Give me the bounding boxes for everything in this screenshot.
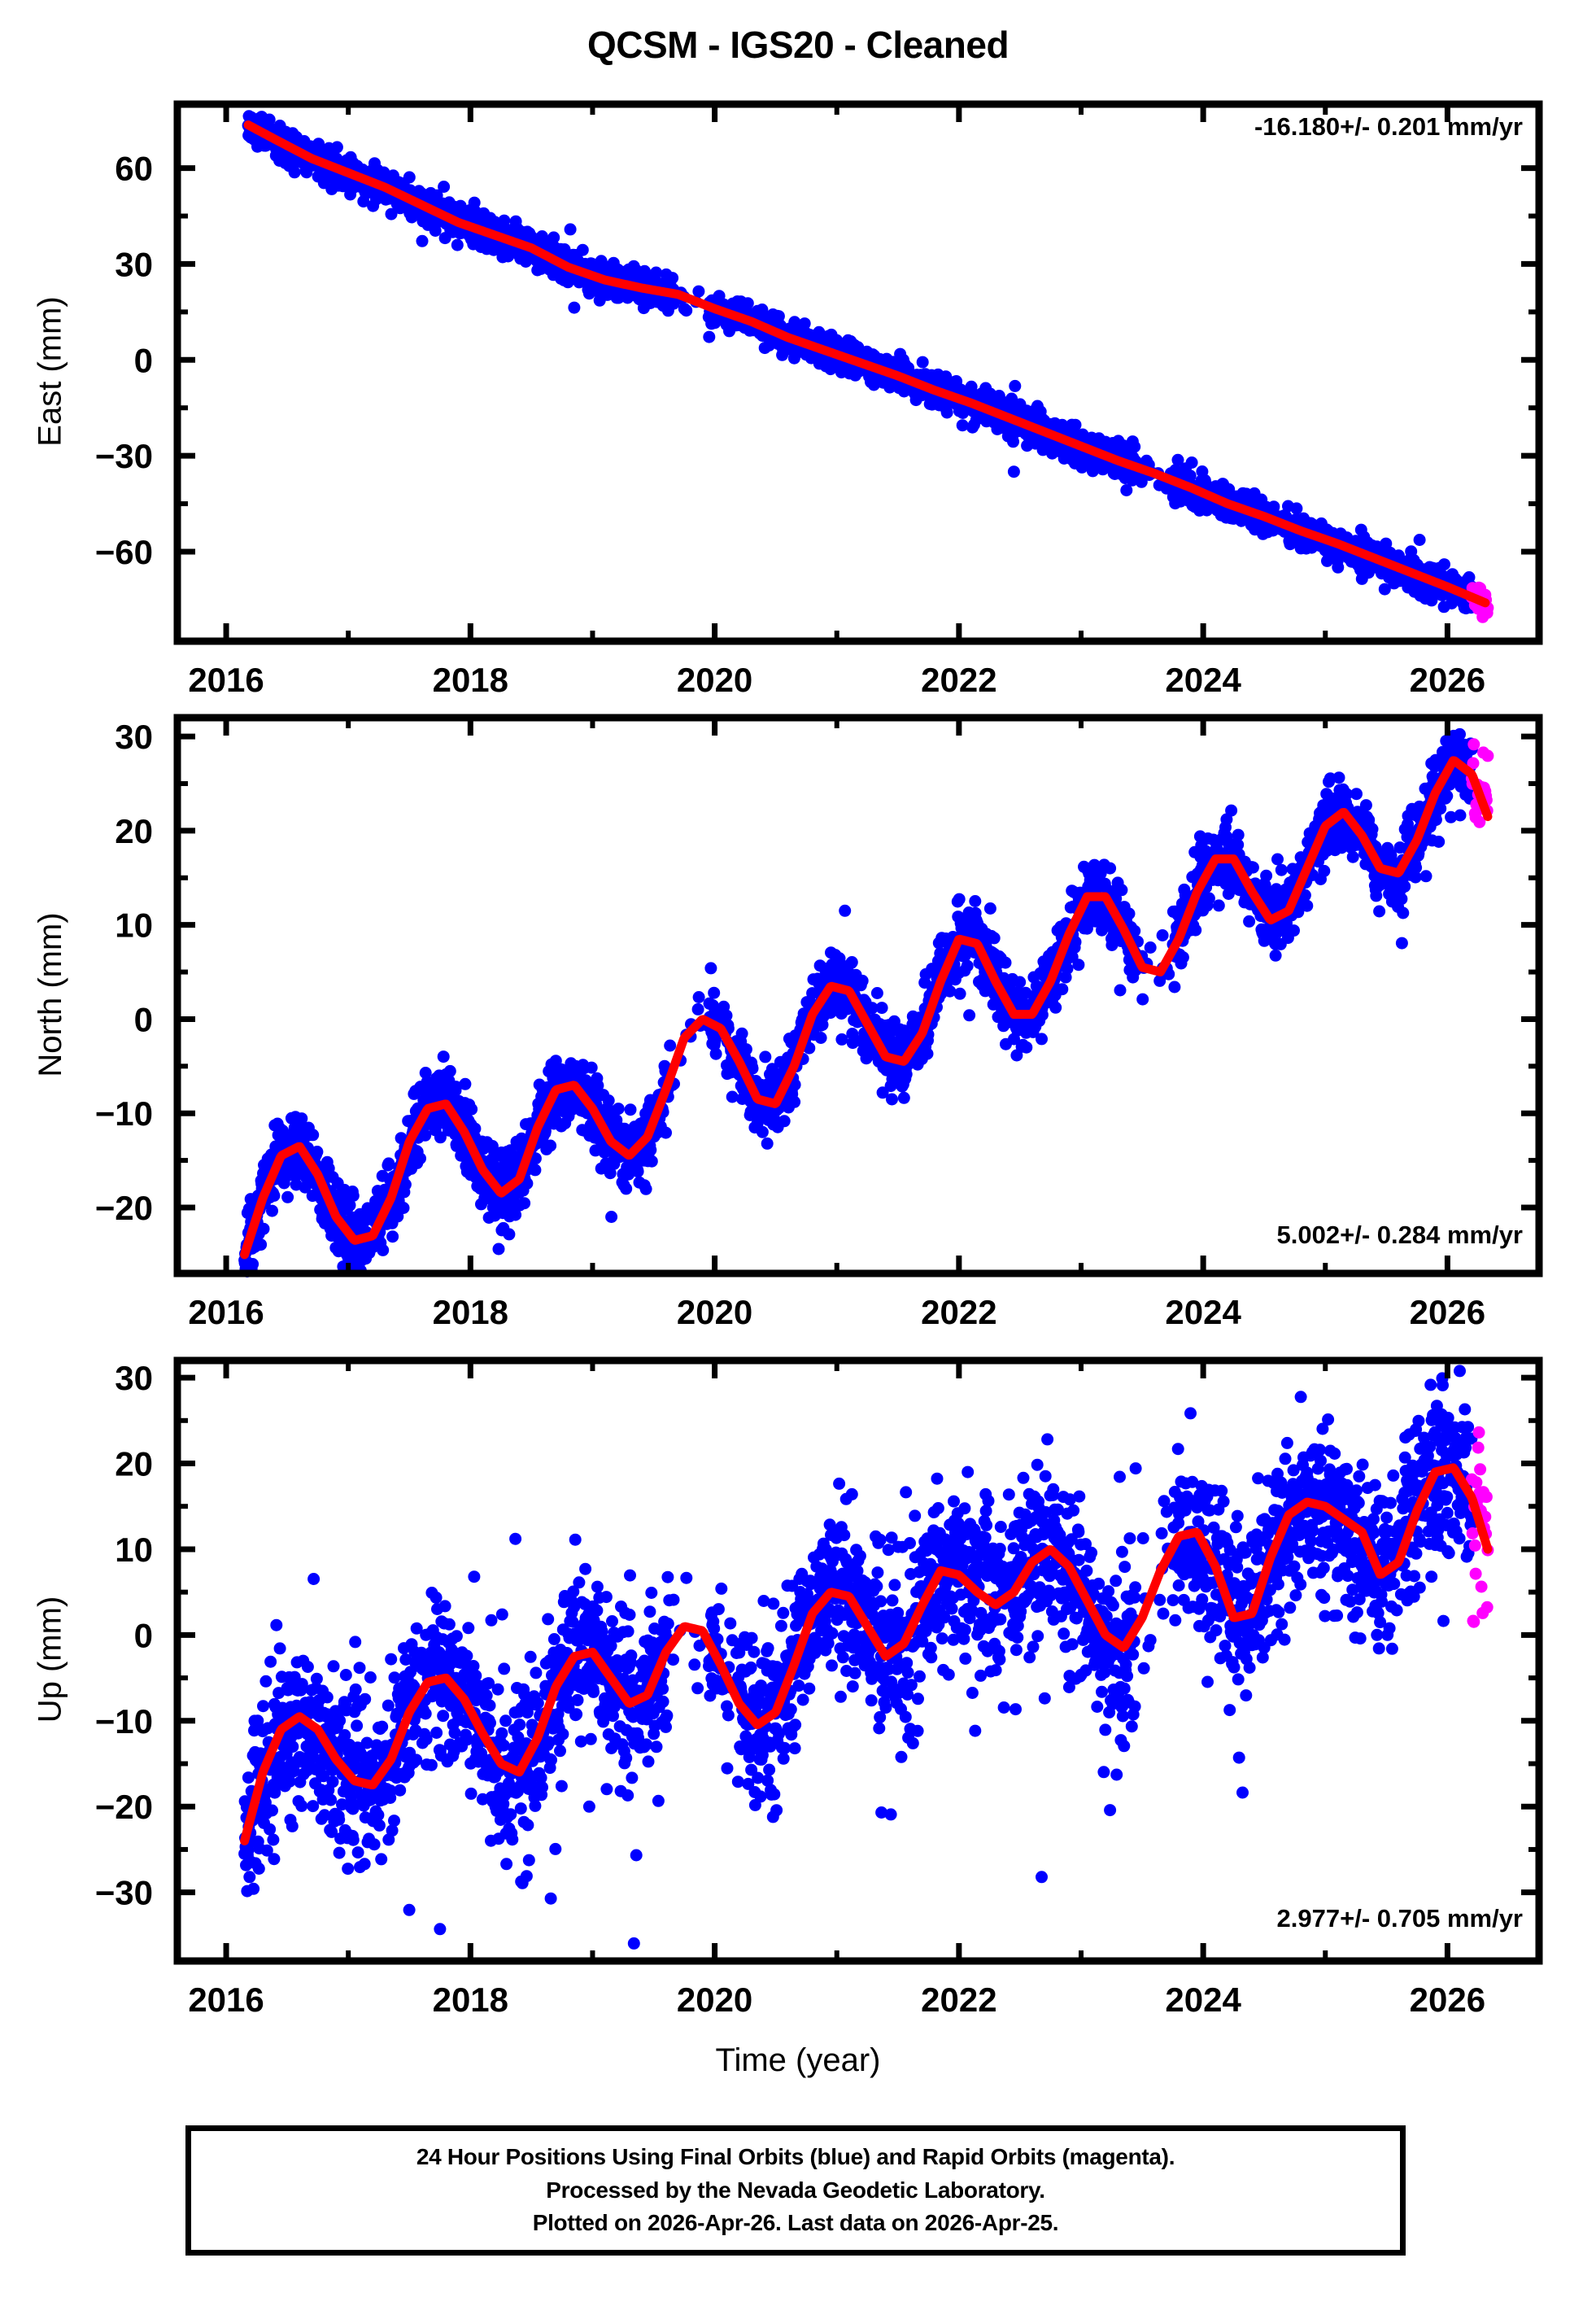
y-axis-label-north: North (mm)	[32, 911, 68, 1077]
model-fit-curve	[240, 756, 1493, 1260]
page-title: QCSM - IGS20 - Cleaned	[587, 24, 1009, 66]
rate-annotation-east: -16.180+/- 0.201 mm/yr	[1254, 112, 1523, 141]
x-tick-label: 2022	[921, 661, 996, 699]
x-tick-label: 2020	[677, 1293, 752, 1331]
y-tick-label: −60	[95, 533, 153, 571]
x-tick-label: 2022	[921, 1293, 996, 1331]
x-tick-label: 2018	[433, 1293, 508, 1331]
y-tick-label: −20	[95, 1189, 153, 1227]
y-tick-label: 20	[115, 812, 153, 850]
x-tick-label: 2016	[188, 661, 264, 699]
y-tick-label: 0	[134, 1616, 153, 1654]
y-axis-label-east: East (mm)	[32, 296, 68, 447]
y-tick-label: 60	[115, 150, 153, 188]
model-fit-curve	[240, 1463, 1493, 1845]
y-tick-label: −10	[95, 1094, 153, 1133]
x-axis-label: Time (year)	[715, 2042, 881, 2078]
y-tick-label: −10	[95, 1702, 153, 1740]
x-tick-label: 2018	[433, 661, 508, 699]
y-tick-label: 30	[115, 1359, 153, 1397]
caption-box: 24 Hour Positions Using Final Orbits (bl…	[185, 2125, 1406, 2256]
caption-line-1: 24 Hour Positions Using Final Orbits (bl…	[416, 2144, 1175, 2170]
y-axis-label-up: Up (mm)	[32, 1596, 68, 1723]
plot-frame	[173, 714, 1543, 1277]
y-tick-label: 0	[134, 341, 153, 379]
caption-line-2: Processed by the Nevada Geodetic Laborat…	[546, 2177, 1045, 2203]
x-tick-label: 2020	[677, 1981, 752, 2019]
y-tick-label: −30	[95, 437, 153, 475]
y-tick-label: 30	[115, 245, 153, 283]
model-fit-curve	[243, 120, 1490, 608]
x-tick-label: 2026	[1410, 661, 1485, 699]
y-tick-label: 20	[115, 1445, 153, 1483]
rate-annotation-up: 2.977+/- 0.705 mm/yr	[1276, 1904, 1523, 1933]
plot-area-north: 30 20 10 0 −10 −20 2016 2018 2020 2022 2024 2026	[95, 714, 1543, 1331]
y-tick-label: 10	[115, 1531, 153, 1569]
x-tick-label: 2026	[1410, 1981, 1485, 2019]
y-tick-label: 30	[115, 718, 153, 756]
x-tick-label: 2024	[1165, 1293, 1241, 1331]
x-tick-label: 2024	[1165, 661, 1241, 699]
y-tick-label: −20	[95, 1788, 153, 1826]
y-tick-label: 10	[115, 906, 153, 945]
panel-east: 60 30 0 −30 −60 2016 2018 2020 2022 2024 2026 East …	[0, 49, 1596, 700]
plot-area-up: 30 20 10 0 −10 −20 −30 2016 2018 2020 2022 2024 2026	[95, 1356, 1543, 2019]
x-tick-label: 2022	[921, 1981, 996, 2019]
y-tick-label: 0	[134, 1000, 153, 1038]
rate-annotation-north: 5.002+/- 0.284 mm/yr	[1276, 1221, 1523, 1249]
caption-line-3: Plotted on 2026-Apr-26. Last data on 202…	[532, 2210, 1059, 2236]
x-tick-label: 2026	[1410, 1293, 1485, 1331]
x-tick-label: 2018	[433, 1981, 508, 2019]
x-tick-label: 2024	[1165, 1981, 1241, 2019]
plot-area-east: 60 30 0 −30 −60 2016 2018 2020 2022 2024 2026	[95, 100, 1543, 699]
plot-frame	[173, 100, 1543, 645]
y-tick-label: −30	[95, 1874, 153, 1912]
panel-up: 30 20 10 0 −10 −20 −30 2016 2018 2020 2022 2024 2026…	[0, 1343, 1596, 2078]
x-tick-label: 2016	[188, 1981, 264, 2019]
plot-frame	[173, 1356, 1543, 1965]
x-tick-label: 2016	[188, 1293, 264, 1331]
panel-north: 30 20 10 0 −10 −20 2016 2018 2020 2022 2024 2026 Nor…	[0, 700, 1596, 1343]
x-tick-label: 2020	[677, 661, 752, 699]
